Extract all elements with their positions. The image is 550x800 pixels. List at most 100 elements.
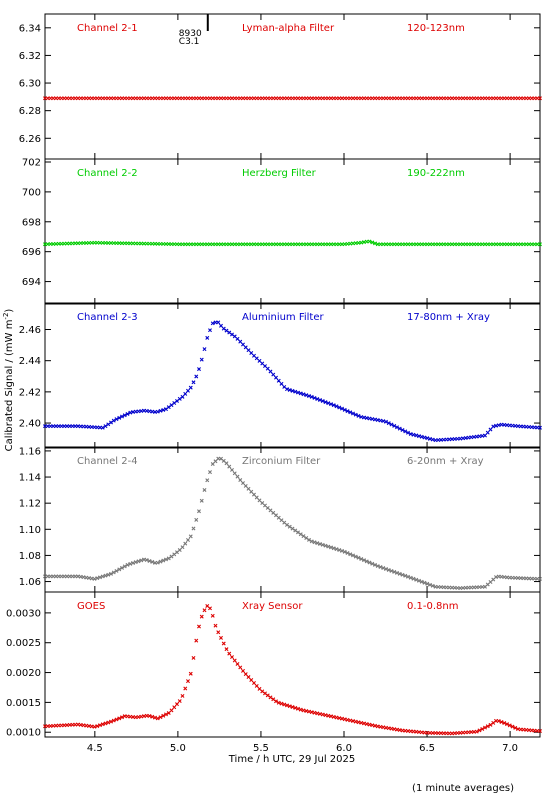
data-point: [109, 719, 113, 724]
data-point: [320, 712, 325, 717]
data-point: [166, 710, 171, 715]
data-point: [276, 700, 281, 705]
data-point: [177, 699, 182, 704]
x-tick-label: 6.5: [419, 743, 435, 754]
data-point: [106, 422, 111, 427]
data-point: [367, 239, 372, 244]
data-point: [183, 686, 188, 691]
data-point: [301, 708, 306, 713]
data-point: [290, 526, 295, 531]
data-point: [155, 409, 160, 414]
data-point: [186, 388, 190, 393]
y-tick-label: 1.10: [19, 525, 41, 536]
data-point: [345, 409, 350, 414]
data-point: [373, 241, 377, 246]
data-point: [392, 423, 397, 428]
data-point: [252, 680, 256, 685]
data-point: [208, 606, 212, 611]
data-point: [367, 416, 372, 421]
data-point: [205, 335, 210, 340]
data-point: [425, 436, 430, 441]
panel-channel-label: GOES: [77, 601, 105, 612]
data-point: [241, 342, 245, 347]
data-point: [348, 410, 353, 415]
data-point: [213, 623, 218, 628]
data-point: [342, 549, 347, 554]
data-point: [428, 436, 432, 441]
data-point: [144, 558, 149, 563]
y-tick-label: 1.12: [19, 499, 41, 510]
data-point: [279, 381, 284, 386]
data-point: [241, 481, 245, 486]
data-point: [400, 428, 405, 432]
data-point: [285, 522, 289, 527]
data-point: [356, 413, 361, 418]
data-point: [235, 336, 240, 341]
y-tick-label: 6.34: [19, 23, 41, 34]
data-point: [111, 570, 116, 575]
x-tick-label: 5.0: [170, 743, 186, 754]
data-point: [290, 705, 295, 710]
panel-channel-label: Channel 2-1: [77, 23, 138, 34]
data-point: [186, 538, 190, 542]
data-point: [430, 583, 435, 588]
data-point: [161, 558, 166, 563]
panel-filter-label: Herzberg Filter: [242, 168, 317, 179]
data-point: [397, 571, 402, 576]
data-point: [304, 393, 309, 398]
data-point: [150, 559, 155, 564]
data-point: [235, 474, 240, 479]
panel-channel-label: Channel 2-2: [77, 168, 138, 179]
data-point: [114, 568, 119, 573]
panel-2: 694 696 698 700 702 Channel 2-2 Herzberg Filte…: [22, 157, 542, 305]
data-point: [309, 539, 314, 544]
data-point: [397, 426, 402, 431]
panels-group: 6.26 6.28 6.30 6.32 6.34 Channel 2-1 Lyman-alp…: [6, 13, 542, 739]
data-point: [307, 537, 311, 542]
data-point: [221, 326, 226, 331]
data-point: [238, 478, 243, 483]
y-tick-label: 2.46: [19, 325, 41, 336]
data-point: [205, 478, 210, 483]
data-point: [227, 464, 232, 469]
data-point: [370, 723, 375, 728]
data-point: [230, 655, 234, 660]
x-axis: 4.5 5.0 5.5 6.0 6.5 7.0: [87, 743, 518, 754]
data-point: [276, 378, 281, 383]
data-point: [496, 718, 501, 723]
data-point: [243, 672, 248, 677]
data-point: [384, 419, 388, 424]
data-point: [293, 528, 298, 533]
x-tick-label: 6.0: [336, 743, 352, 754]
data-point: [186, 679, 190, 684]
y-tick-label: 2.42: [19, 387, 41, 398]
data-point: [98, 723, 102, 728]
data-point: [188, 534, 193, 539]
data-point: [191, 526, 196, 531]
data-point: [392, 727, 397, 732]
data-point: [227, 651, 232, 656]
data-point: [120, 715, 124, 720]
data-point: [329, 545, 333, 550]
data-point: [337, 548, 342, 553]
data-point: [254, 495, 259, 500]
data-point: [100, 722, 105, 727]
data-point: [100, 574, 105, 579]
data-point: [326, 713, 331, 718]
data-point: [326, 401, 331, 406]
data-point: [287, 387, 292, 392]
data-point: [298, 532, 303, 537]
y-tick-label: 1.14: [19, 473, 41, 484]
data-point: [133, 560, 138, 565]
data-point: [331, 714, 336, 719]
data-point: [375, 564, 380, 569]
data-points: [43, 603, 542, 736]
data-point: [320, 542, 325, 547]
data-point: [100, 425, 105, 430]
data-point: [103, 573, 108, 578]
data-point: [351, 553, 355, 558]
data-point: [331, 403, 336, 408]
data-point: [199, 614, 204, 619]
y-tick-label: 0.0010: [6, 728, 41, 739]
data-point: [359, 556, 364, 561]
